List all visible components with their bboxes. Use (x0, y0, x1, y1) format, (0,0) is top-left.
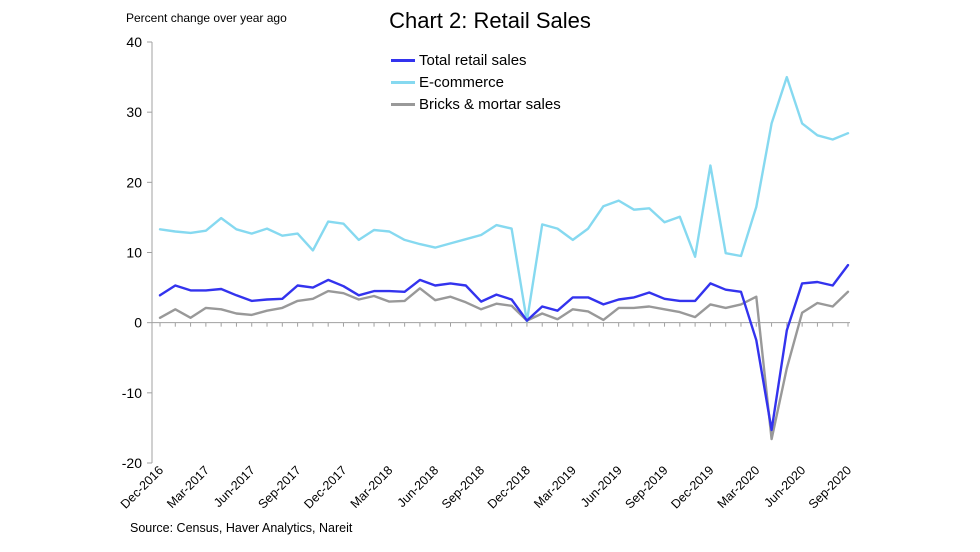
series-line-bricks-mortar (158, 287, 850, 441)
x-tick-label: Mar-2019 (531, 463, 579, 511)
x-tick-label: Jun-2019 (578, 463, 625, 510)
series-line-total-retail (158, 263, 850, 432)
y-axis-label: Percent change over year ago (126, 11, 287, 25)
legend-item-total: Total retail sales (391, 49, 561, 71)
legend-item-ecommerce: E-commerce (391, 71, 561, 93)
legend-item-bricks: Bricks & mortar sales (391, 93, 561, 115)
series-line-ecommerce (158, 75, 850, 323)
x-tick-label: Sep-2017 (255, 463, 303, 511)
y-tick-label: 10 (126, 245, 142, 261)
x-tick-label: Dec-2018 (485, 463, 533, 511)
x-tick-label: Sep-2020 (806, 463, 854, 511)
x-tick-label: Mar-2020 (715, 463, 763, 511)
legend: Total retail sales E-commerce Bricks & m… (391, 49, 561, 115)
legend-label-total: Total retail sales (419, 51, 527, 69)
x-tick-label: Jun-2020 (761, 463, 808, 510)
x-tick-label: Jun-2017 (211, 463, 258, 510)
legend-swatch-ecommerce (391, 80, 415, 84)
x-tick-label: Dec-2017 (301, 463, 349, 511)
y-tick-label: -10 (122, 385, 142, 401)
x-tick-label: Jun-2018 (395, 463, 442, 510)
x-tick-label: Dec-2019 (668, 463, 716, 511)
y-tick-label: 20 (126, 174, 142, 190)
y-tick-label: 0 (134, 315, 142, 331)
legend-label-ecommerce: E-commerce (419, 73, 505, 91)
x-tick-label: Mar-2018 (348, 463, 396, 511)
legend-swatch-bricks (391, 102, 415, 106)
legend-label-bricks: Bricks & mortar sales (419, 95, 561, 113)
legend-swatch-total (391, 58, 415, 62)
x-tick-label: Mar-2017 (164, 463, 212, 511)
x-tick-label: Sep-2018 (439, 463, 487, 511)
chart-title: Chart 2: Retail Sales (389, 8, 591, 33)
y-tick-label: 30 (126, 104, 142, 120)
x-tick-label: Sep-2019 (622, 463, 670, 511)
y-tick-label: 40 (126, 34, 142, 50)
source-note: Source: Census, Haver Analytics, Nareit (130, 521, 353, 535)
y-tick-label: -20 (122, 455, 142, 471)
